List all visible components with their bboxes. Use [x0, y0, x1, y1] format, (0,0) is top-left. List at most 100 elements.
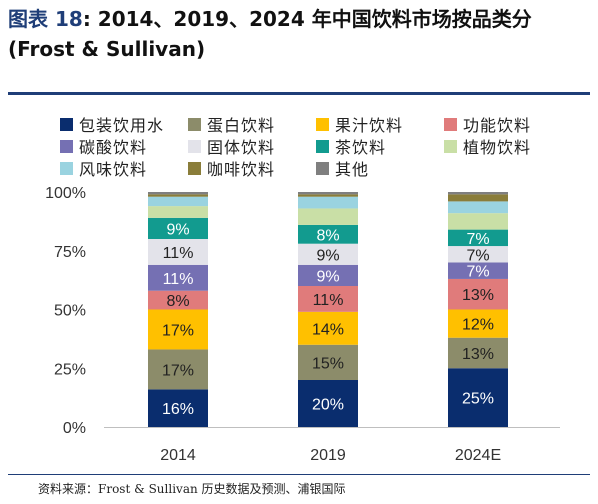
data-label: 14% — [312, 321, 344, 338]
bar-segment — [298, 286, 358, 312]
legend-item: 功能饮料 — [444, 112, 531, 136]
bar-segment — [448, 278, 508, 310]
y-tick-label: 100% — [45, 185, 86, 202]
source-note: 资料来源：Frost & Sullivan 历史数据及预测、浦银国际 — [38, 482, 346, 496]
bar-segment — [298, 196, 358, 209]
bar-segment — [448, 201, 508, 214]
bar-segment — [298, 192, 358, 195]
bar-segment — [298, 224, 358, 244]
data-label: 25% — [462, 391, 494, 408]
bar-segment — [298, 243, 358, 265]
legend-item: 风味饮料 — [60, 156, 147, 180]
bar-segment — [448, 192, 508, 195]
legend-label: 包装饮用水 — [79, 116, 165, 135]
bar-segment — [148, 206, 208, 218]
legend-swatch — [316, 117, 329, 131]
data-label: 7% — [466, 231, 489, 248]
bar-segment — [298, 311, 358, 345]
legend-swatch — [316, 161, 329, 175]
legend-swatch — [188, 139, 201, 153]
legend-swatch — [444, 139, 457, 153]
legend-item: 碳酸饮料 — [60, 134, 147, 158]
bar-segment — [448, 262, 508, 279]
legend-item: 茶饮料 — [316, 134, 386, 158]
data-label: 20% — [312, 397, 344, 414]
legend-swatch — [188, 117, 201, 131]
legend-item: 蛋白饮料 — [188, 112, 275, 136]
legend-label: 风味饮料 — [79, 160, 148, 179]
legend-label: 植物饮料 — [463, 138, 532, 157]
bar-segment — [298, 194, 358, 197]
legend-label: 咖啡饮料 — [207, 160, 276, 179]
bar-segment — [148, 239, 208, 265]
data-label: 11% — [313, 292, 344, 309]
bar-segment — [448, 229, 508, 247]
bar-segment — [148, 194, 208, 197]
legend-swatch — [60, 161, 73, 175]
y-tick-label: 50% — [54, 303, 86, 320]
legend-label: 功能饮料 — [463, 116, 532, 135]
legend-item: 植物饮料 — [444, 134, 531, 158]
bar-segment — [148, 264, 208, 291]
data-label: 9% — [166, 221, 189, 238]
data-label: 12% — [462, 317, 494, 334]
legend-swatch — [60, 139, 73, 153]
legend-label: 茶饮料 — [335, 138, 387, 157]
bar-segment — [148, 192, 208, 195]
legend-label: 固体饮料 — [207, 138, 276, 157]
bar-segment — [148, 196, 208, 207]
bar-segment — [448, 309, 508, 338]
figure-number: 18 — [54, 7, 83, 31]
data-label: 17% — [162, 362, 194, 379]
y-tick-label: 75% — [54, 244, 86, 261]
figure-label: 图表 — [8, 7, 48, 31]
legend-item: 固体饮料 — [188, 134, 275, 158]
bar-segment — [448, 246, 508, 263]
data-label: 15% — [312, 355, 344, 372]
legend-item: 果汁饮料 — [316, 112, 403, 136]
bar-segment — [448, 213, 508, 230]
data-label: 7% — [466, 247, 489, 264]
data-label: 8% — [166, 293, 189, 310]
y-tick-label: 25% — [54, 361, 86, 378]
y-tick-label: 0% — [63, 420, 86, 437]
data-label: 16% — [162, 401, 194, 418]
legend-swatch — [188, 161, 201, 175]
data-label: 17% — [162, 322, 194, 339]
data-label: 9% — [316, 247, 339, 264]
bar-segment — [298, 344, 358, 380]
bar-segment — [148, 389, 208, 427]
bar-segment — [448, 368, 508, 427]
data-label: 13% — [462, 287, 494, 304]
legend-swatch — [60, 117, 73, 131]
legend-label: 碳酸饮料 — [79, 138, 148, 157]
bar-segment — [148, 349, 208, 390]
x-tick-label: 2024E — [455, 447, 501, 464]
title-divider — [8, 92, 590, 95]
data-label: 8% — [316, 227, 339, 244]
legend-item: 其他 — [316, 156, 369, 180]
x-tick-label: 2019 — [310, 447, 346, 464]
data-label: 11% — [163, 245, 194, 262]
bar-segment — [298, 264, 358, 286]
data-label: 13% — [462, 346, 494, 363]
bar-segment — [298, 208, 358, 225]
chart-title: 图表 18: 2014、2019、2024 年中国饮料市场按品类分 (Frost… — [8, 4, 588, 64]
bar-segment — [148, 217, 208, 239]
legend-label: 果汁饮料 — [335, 116, 404, 135]
bar-segment — [148, 309, 208, 350]
footer-divider — [8, 474, 590, 475]
bar-segment — [448, 337, 508, 369]
legend-item: 咖啡饮料 — [188, 156, 275, 180]
legend-label: 蛋白饮料 — [207, 116, 276, 135]
bar-segment — [298, 380, 358, 427]
data-label: 11% — [163, 271, 194, 288]
data-label: 9% — [316, 268, 339, 285]
bar-segment — [148, 290, 208, 310]
x-tick-label: 2014 — [160, 447, 196, 464]
legend-swatch — [316, 139, 329, 153]
legend-swatch — [444, 117, 457, 131]
bar-segment — [448, 194, 508, 202]
data-label: 7% — [466, 264, 489, 281]
